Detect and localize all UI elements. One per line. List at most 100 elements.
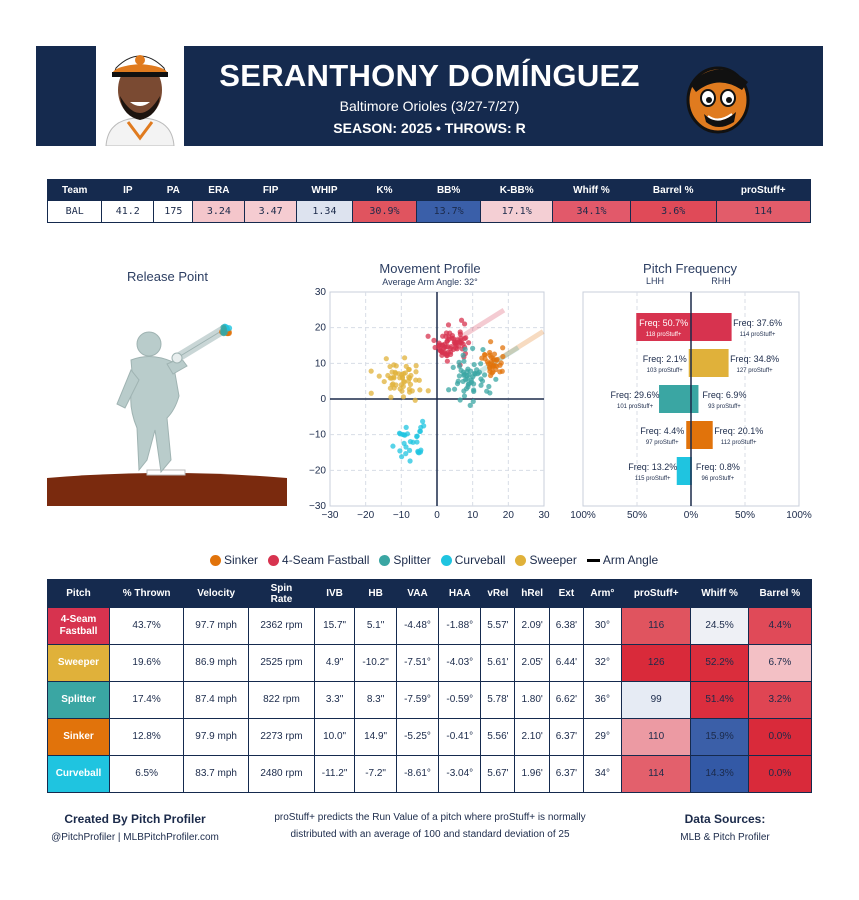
movement-point <box>402 355 408 361</box>
y-tick-label: −20 <box>309 465 326 476</box>
movement-point <box>455 378 461 384</box>
movement-point <box>485 361 491 367</box>
movement-point <box>399 454 405 460</box>
pitch-cell: 36° <box>582 681 622 719</box>
series-splitter <box>446 345 499 408</box>
pitch-cell: 29° <box>582 718 622 756</box>
pitch-cell: 2480 rpm <box>248 755 315 793</box>
movement-point <box>381 378 387 385</box>
movement-point <box>444 358 450 364</box>
lhh-freq-label: Freq: 4.4% <box>640 426 684 436</box>
movement-point <box>420 418 426 424</box>
movement-point <box>397 431 403 437</box>
pitch-cell: 4.4% <box>747 607 813 645</box>
movement-point <box>448 349 454 355</box>
movement-point <box>413 377 419 383</box>
header-banner: SERANTHONY DOMÍNGUEZ Baltimore Orioles (… <box>36 38 823 146</box>
lhh-freq-label: Freq: 13.2% <box>628 462 677 472</box>
movement-point <box>464 372 470 379</box>
series-sweeper <box>368 355 431 403</box>
movement-point <box>404 431 411 437</box>
player-name: SERANTHONY DOMÍNGUEZ <box>219 58 640 93</box>
x-tick-label: −10 <box>393 510 410 520</box>
movement-point <box>482 356 488 362</box>
stats-cell: 3.24 <box>192 200 246 223</box>
freq-tick-label: 50% <box>627 510 647 520</box>
movement-point <box>406 366 412 373</box>
movement-point <box>500 353 506 360</box>
movement-point <box>417 387 423 393</box>
pitch-cell: 5.67' <box>480 755 516 793</box>
freq-tick-label: 100% <box>786 510 812 520</box>
pitch-cell: 5.61' <box>480 644 516 682</box>
movement-point <box>451 339 457 345</box>
movement-point <box>460 378 466 385</box>
movement-title: Movement Profile <box>379 261 481 276</box>
movement-point <box>368 368 374 374</box>
pitch-header-row: Pitch% Thrown Velocity Spin Rate IVB HB VAA HAA… <box>47 579 813 608</box>
pitch-cell: -8.61° <box>395 755 440 793</box>
stats-col-header: IP <box>101 179 155 201</box>
stats-col-header: PA <box>153 179 194 201</box>
pitch-cell: -7.2" <box>354 755 397 793</box>
pitch-cell: 1.96' <box>514 755 550 793</box>
movement-point <box>471 381 477 387</box>
pitch-cell: 2.05' <box>514 644 550 682</box>
release-point-title: Release Point <box>127 269 208 284</box>
stats-col-header: FIP <box>244 179 297 201</box>
stats-col-header: Barrel % <box>629 179 717 201</box>
y-tick-label: 0 <box>320 394 326 405</box>
pitch-cell: -0.41° <box>438 718 482 756</box>
movement-point <box>487 349 493 356</box>
pitching-rubber <box>146 469 186 476</box>
movement-subtitle: Average Arm Angle: 32° <box>382 277 478 287</box>
series-curveball <box>390 418 427 464</box>
pitch-cell: 6.5% <box>108 755 185 793</box>
lhh-bar <box>659 385 691 413</box>
pitch-col-header: VAA <box>395 579 440 608</box>
movement-point <box>465 384 471 390</box>
pitch-cell: -3.04° <box>438 755 482 793</box>
movement-point <box>491 351 498 357</box>
chart-legend: Sinker 4-Seam Fastball Splitter Curveball Sw… <box>210 552 670 568</box>
rhh-stuff-label: 93 proStuff+ <box>708 404 741 410</box>
movement-point <box>387 385 393 391</box>
x-tick-label: −30 <box>322 510 339 520</box>
lhh-bar <box>636 313 691 341</box>
stats-header-row: Team IP PA ERA FIP WHIP K% BB% K-BB% Whiff % Barre… <box>46 179 812 201</box>
pitch-cell: -7.51° <box>395 644 440 682</box>
legend-dot <box>210 554 221 566</box>
legend-dot <box>379 554 391 566</box>
pitch-name-cell: Sinker <box>47 718 110 756</box>
movement-point <box>460 341 466 347</box>
movement-point <box>415 449 421 455</box>
lhh-stuff-label: 101 proStuff+ <box>617 404 654 410</box>
movement-point <box>443 333 449 340</box>
pitch-col-header: % Thrown <box>108 579 185 608</box>
legend-dot <box>268 554 280 566</box>
season-throws: SEASON: 2025 • THROWS: R <box>333 120 526 136</box>
stats-cell: 41.2 <box>101 200 155 223</box>
movement-point <box>398 382 404 388</box>
series-sinker <box>479 339 506 379</box>
movement-point <box>478 382 484 388</box>
x-tick-label: 20 <box>503 510 515 520</box>
movement-point <box>446 387 452 393</box>
legend-dot <box>440 554 452 566</box>
movement-point <box>467 402 473 408</box>
movement-point <box>478 361 484 367</box>
movement-point <box>488 339 494 345</box>
rhh-stuff-label: 96 proStuff+ <box>701 476 734 482</box>
movement-point <box>417 428 423 434</box>
movement-point <box>444 351 450 357</box>
rhh-bar <box>691 313 732 341</box>
stats-cell: 114 <box>715 200 812 223</box>
y-tick-label: 30 <box>315 287 327 298</box>
release-point-dots <box>219 323 233 337</box>
movement-point <box>425 333 431 339</box>
pitch-cell: 3.3" <box>313 681 356 719</box>
movement-point <box>470 398 476 405</box>
pitch-cell: -0.59° <box>438 681 482 719</box>
movement-point <box>482 352 488 358</box>
pitch-col-header: vRel <box>480 579 516 608</box>
